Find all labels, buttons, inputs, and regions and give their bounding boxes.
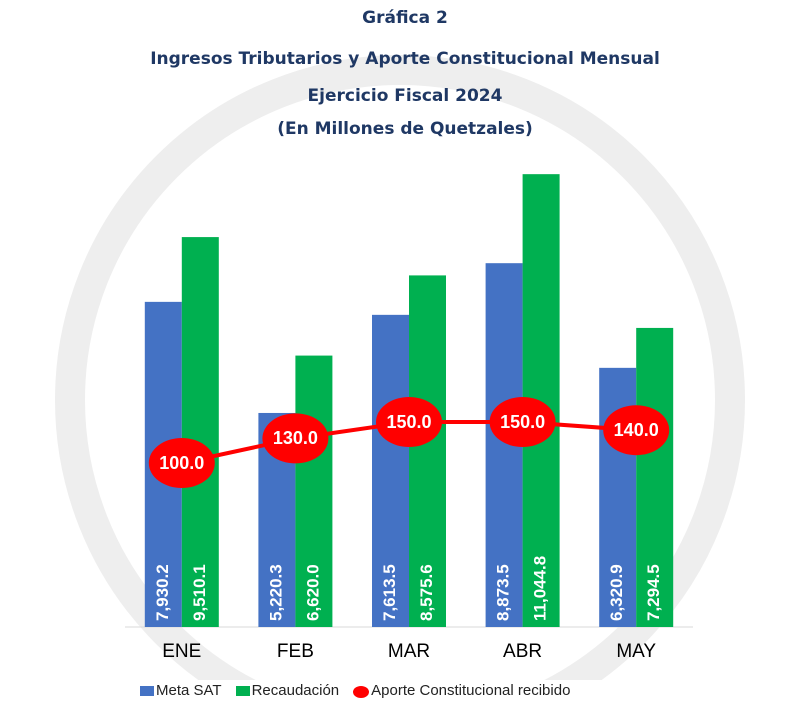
line-marker: [376, 397, 442, 447]
legend-label: Recaudación: [251, 682, 340, 699]
bar: [181, 237, 219, 627]
line-value-label: 150.0: [386, 412, 431, 432]
legend-swatch: [235, 686, 250, 696]
line-value-label: 100.0: [159, 453, 204, 473]
bar-value-label: 7,613.5: [380, 564, 399, 621]
x-tick-label: FEB: [277, 641, 314, 662]
chart-subtitle: Ingresos Tributarios y Aporte Constituci…: [150, 49, 660, 69]
line-marker: [603, 405, 670, 456]
watermark: [55, 55, 745, 721]
line-value-label: 130.0: [273, 428, 318, 448]
line-value-label: 150.0: [500, 412, 545, 432]
x-tick-label: MAR: [388, 641, 430, 662]
legend-item: Aporte Constitucional recibido: [353, 682, 571, 699]
bar-value-label: 6,320.9: [607, 564, 626, 621]
legend-label: Meta SAT: [156, 682, 222, 699]
chart-title: Gráfica 2: [362, 8, 448, 28]
bar-value-label: 6,620.0: [303, 564, 322, 621]
chart-subtitle: (En Millones de Quetzales): [277, 119, 533, 139]
line-marker: [489, 397, 556, 447]
bar-value-label: 8,575.6: [417, 564, 436, 621]
bar: [636, 327, 674, 627]
bar-value-label: 7,930.2: [153, 564, 172, 621]
bar-value-label: 11,044.8: [531, 556, 550, 621]
chart: Gráfica 2 Ingresos Tributarios y Aporte …: [55, 8, 745, 721]
x-tick-label: MAY: [616, 641, 656, 662]
bar: [409, 275, 446, 627]
bar-value-label: 7,294.5: [644, 564, 663, 621]
chart-subtitle: Ejercicio Fiscal 2024: [308, 86, 503, 106]
bar-value-label: 9,510.1: [190, 564, 209, 621]
line-value-label: 140.0: [614, 420, 659, 440]
x-tick-label: ENE: [162, 641, 201, 662]
legend-item: Recaudación: [235, 682, 340, 699]
bar-value-label: 8,873.5: [494, 564, 513, 621]
legend-item: Meta SAT: [140, 682, 222, 699]
bar: [295, 355, 333, 627]
legend: Meta SAT Recaudación Aporte Constitucional…: [140, 682, 700, 699]
line-marker: [262, 413, 329, 464]
line-marker: [148, 438, 215, 488]
x-tick-label: ABR: [503, 641, 542, 662]
bar-value-label: 5,220.3: [266, 564, 285, 621]
legend-swatch: [140, 686, 154, 696]
legend-label: Aporte Constitucional recibido: [371, 682, 571, 699]
legend-swatch: [353, 686, 370, 698]
bar: [372, 314, 409, 627]
